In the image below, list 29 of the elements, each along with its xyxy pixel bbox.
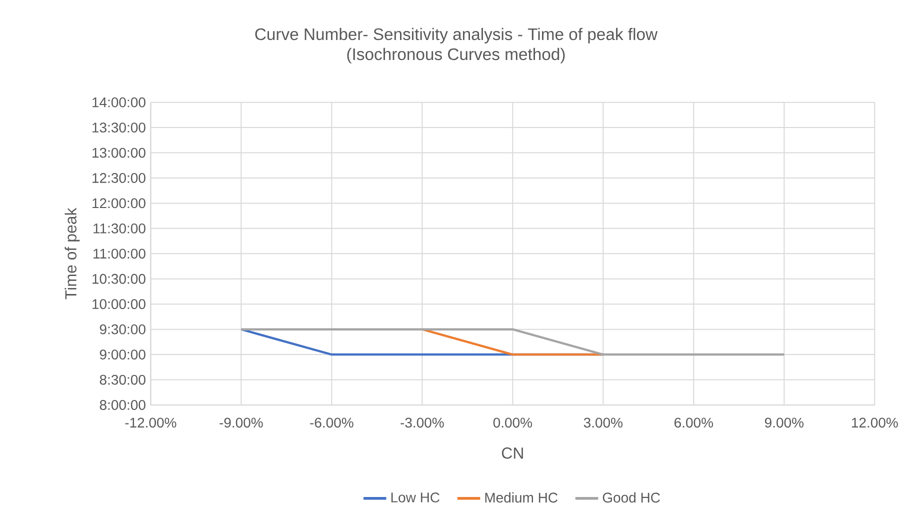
y-tick-label: 12:30:00 bbox=[92, 173, 146, 183]
y-tick-label: 10:30:00 bbox=[92, 274, 146, 284]
chart-title: Curve Number- Sensitivity analysis - Time of peak flow bbox=[255, 28, 658, 44]
x-tick-label: 3.00% bbox=[584, 418, 623, 428]
y-tick-label: 13:30:00 bbox=[92, 122, 146, 133]
y-axis-title: Time of peak bbox=[64, 208, 80, 300]
y-tick-label: 12:00:00 bbox=[92, 198, 146, 208]
x-axis-title: CN bbox=[502, 447, 523, 459]
x-tick-label: 0.00% bbox=[493, 418, 532, 428]
x-tick-label: -12.00% bbox=[125, 418, 176, 428]
x-tick-label: -9.00% bbox=[220, 418, 263, 428]
x-tick-label: 12.00% bbox=[852, 418, 898, 428]
y-tick-label: 11:00:00 bbox=[94, 248, 146, 259]
chart-subtitle: (Isochronous Curves method) bbox=[347, 48, 565, 64]
y-tick-label: 10:00:00 bbox=[92, 299, 146, 310]
x-tick-label: 6.00% bbox=[674, 418, 714, 428]
x-tick-label: -6.00% bbox=[310, 418, 354, 428]
y-tick-label: 9:00:00 bbox=[100, 350, 146, 360]
legend-label: Good HC bbox=[602, 492, 660, 503]
y-tick-label: 9:30:00 bbox=[100, 324, 146, 334]
y-tick-label: 14:00:00 bbox=[92, 97, 146, 108]
x-tick-label: -3.00% bbox=[400, 418, 444, 428]
legend-label: Medium HC bbox=[485, 492, 558, 503]
y-tick-label: 13:00:00 bbox=[92, 148, 146, 158]
y-tick-label: 8:00:00 bbox=[100, 400, 146, 410]
y-tick-label: 11:30:00 bbox=[94, 223, 146, 234]
x-tick-label: 9.00% bbox=[764, 418, 804, 428]
legend-label: Low HC bbox=[391, 492, 440, 502]
y-tick-label: 8:30:00 bbox=[100, 374, 146, 385]
